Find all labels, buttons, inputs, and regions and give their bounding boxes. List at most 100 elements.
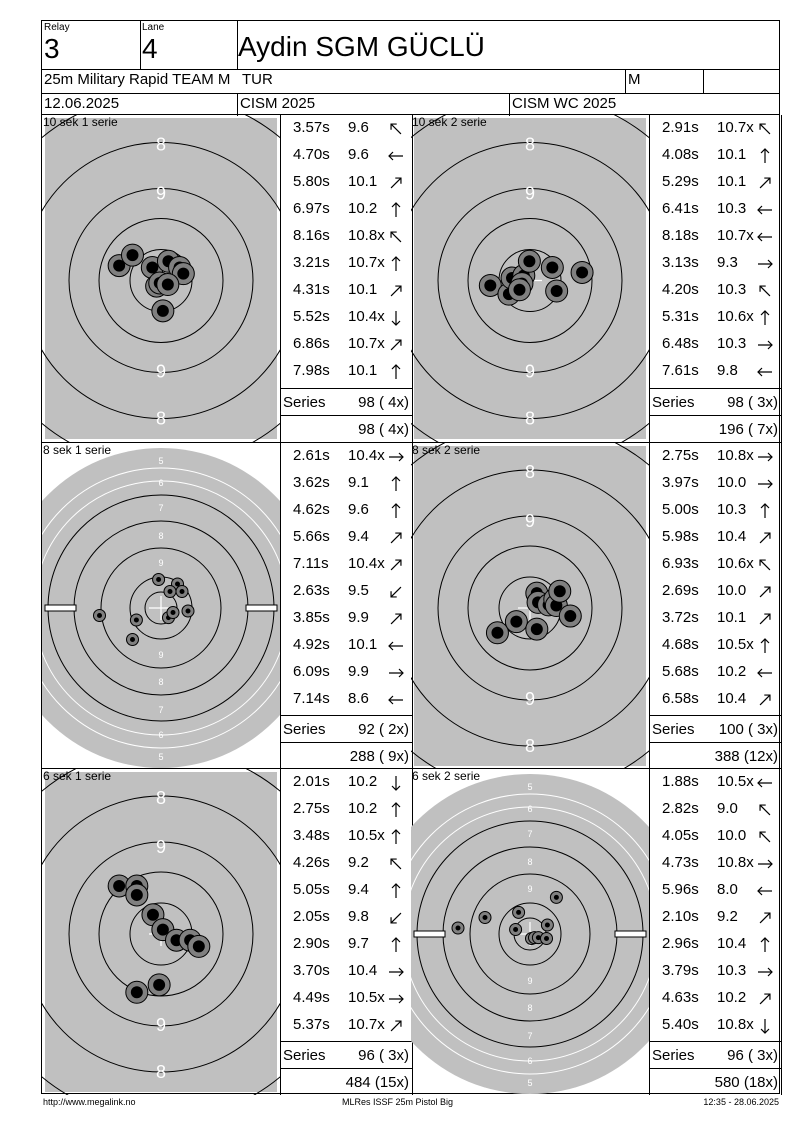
arrow-ne-icon	[759, 586, 771, 598]
svg-text:7: 7	[158, 705, 163, 715]
shot-hole	[512, 905, 526, 919]
shot-row: 3.79s 10.3	[650, 958, 781, 985]
shot-row: 3.85s 9.9	[281, 605, 412, 632]
shot-row: 3.72s 10.1	[650, 605, 781, 632]
series-title: 6 sek 2 serie	[412, 769, 481, 783]
shot-hole	[517, 249, 541, 273]
shot-time: 7.11s	[293, 555, 329, 572]
shot-row: 2.05s 9.8	[281, 904, 412, 931]
shot-value: 10.6x	[717, 555, 754, 572]
arrow-e-icon	[758, 452, 773, 462]
arrow-e-icon	[758, 259, 773, 269]
shot-time: 3.21s	[293, 254, 330, 271]
shot-hole	[485, 621, 509, 645]
shot-value: 10.4x	[348, 447, 385, 464]
arrow-n-icon	[391, 503, 401, 518]
arrow-s-icon	[391, 776, 401, 791]
arrow-n-icon	[391, 802, 401, 817]
series-total: 98 ( 4x)	[358, 394, 409, 411]
arrow-n-icon	[391, 256, 401, 271]
shot-row: 2.69s 10.0	[650, 578, 781, 605]
shot-time: 5.52s	[293, 308, 330, 325]
arrow-n-icon	[391, 476, 401, 491]
shot-value: 10.4x	[348, 308, 385, 325]
shot-value: 10.7x	[348, 1016, 385, 1033]
lane-label: Lane	[142, 22, 165, 33]
svg-text:9: 9	[158, 558, 163, 568]
series-total-row: Series 98 ( 3x)	[650, 388, 781, 416]
svg-text:9: 9	[156, 184, 166, 204]
arrow-sw-icon	[390, 912, 402, 924]
cumulative-total-row: 98 ( 4x)	[281, 415, 412, 443]
shot-value: 10.1	[717, 173, 747, 190]
lane-number: 4	[142, 33, 158, 64]
shot-list-5: 2.01s 10.2 2.75s 10.2 3.48s 10.5x 4.26s 9.2 5.05…	[280, 768, 413, 1095]
series-total-row: Series 100 ( 3x)	[650, 715, 781, 743]
shot-hole	[478, 911, 492, 924]
shot-value: 10.4	[717, 690, 747, 707]
series-total: 100 ( 3x)	[718, 721, 778, 738]
shot-time: 6.58s	[662, 690, 699, 707]
series-total: 96 ( 3x)	[358, 1047, 409, 1064]
shot-time: 3.57s	[293, 119, 330, 136]
footer-url: http://www.megalink.no	[43, 1097, 136, 1107]
shot-row: 6.86s 10.7x	[281, 331, 412, 358]
shot-time: 6.41s	[662, 200, 699, 217]
shot-hole	[545, 279, 569, 303]
shot-row: 6.97s 10.2	[281, 196, 412, 223]
shot-value: 10.7x	[717, 227, 754, 244]
shot-row: 4.31s 10.1	[281, 277, 412, 304]
arrow-e-icon	[389, 668, 404, 678]
shot-row: 8.16s 10.8x	[281, 223, 412, 250]
arrow-ne-icon	[390, 177, 402, 189]
shot-hole	[478, 273, 502, 297]
shot-time: 3.48s	[293, 827, 330, 844]
arrow-ne-icon	[759, 993, 771, 1005]
svg-text:6: 6	[158, 730, 163, 740]
target-face: 8 9 9 8	[411, 115, 649, 442]
shot-row: 4.62s 9.6	[281, 497, 412, 524]
arrow-n-icon	[391, 937, 401, 952]
series-title: 10 sek 1 serie	[43, 115, 118, 129]
relay-label: Relay	[44, 22, 70, 33]
shot-time: 5.31s	[662, 308, 699, 325]
shot-hole	[549, 890, 563, 904]
shot-time: 8.16s	[293, 227, 330, 244]
shot-value: 10.8x	[348, 227, 385, 244]
shot-time: 1.88s	[662, 773, 699, 790]
series-total-label: Series	[652, 394, 695, 411]
shot-hole	[152, 573, 166, 586]
shot-value: 10.2	[717, 663, 747, 680]
shot-row: 4.05s 10.0	[650, 823, 781, 850]
series-total: 98 ( 3x)	[727, 394, 778, 411]
target-2: 10 sek 2 serie 8 9 9 8	[411, 115, 649, 442]
shot-row: 6.58s 10.4	[650, 686, 781, 713]
shot-hole	[107, 254, 131, 278]
svg-text:8: 8	[527, 857, 532, 867]
shot-row: 3.62s 9.1	[281, 470, 412, 497]
footer-software: MLRes ISSF 25m Pistol Big	[342, 1097, 454, 1107]
arrow-nw-icon	[390, 858, 402, 870]
shot-row: 7.14s 8.6	[281, 686, 412, 713]
shot-list-6: 1.88s 10.5x 2.82s 9.0 4.05s 10.0 4.73s 10.8x 5.9…	[649, 768, 782, 1095]
arrow-n-icon	[760, 503, 770, 518]
shot-value: 10.4x	[348, 555, 385, 572]
shot-time: 5.96s	[662, 881, 699, 898]
shot-value: 9.8	[348, 908, 369, 925]
shot-list-3: 2.61s 10.4x 3.62s 9.1 4.62s 9.6 5.66s 9.4 7.11s 1…	[280, 442, 413, 769]
arrow-w-icon	[757, 232, 772, 242]
arrow-w-icon	[757, 668, 772, 678]
arrow-ne-icon	[390, 339, 402, 351]
arrow-e-icon	[758, 479, 773, 489]
series-title: 10 sek 2 serie	[412, 115, 487, 129]
shot-time: 2.61s	[293, 447, 330, 464]
arrow-ne-icon	[390, 559, 402, 571]
svg-text:8: 8	[156, 135, 166, 155]
shot-row: 7.98s 10.1	[281, 358, 412, 385]
arrow-n-icon	[760, 148, 770, 163]
shot-value: 10.1	[717, 609, 747, 626]
shot-value: 9.9	[348, 663, 369, 680]
shot-time: 6.09s	[293, 663, 330, 680]
series-total-label: Series	[283, 1047, 326, 1064]
shot-time: 4.68s	[662, 636, 699, 653]
